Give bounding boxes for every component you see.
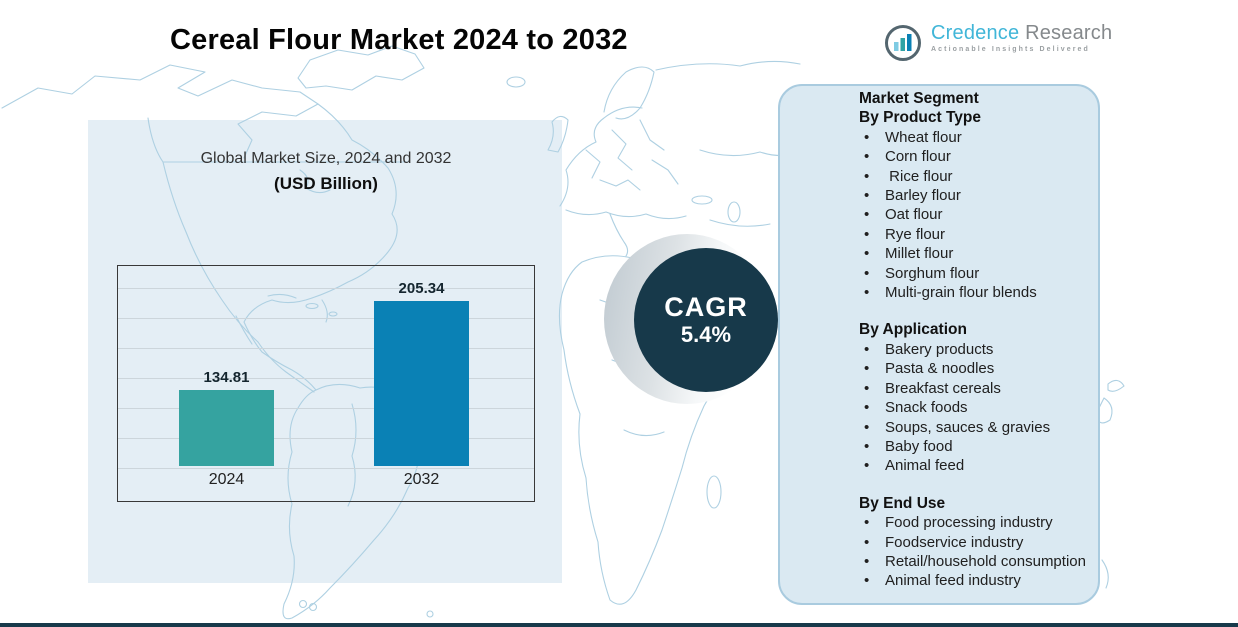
segment-group-heading: By Application [859,321,967,339]
segment-item: Baby food [859,437,1088,457]
bar-2032: 205.34 2032 [374,280,469,488]
market-segment-panel: Market Segment By Product Type Wheat flo… [778,84,1100,605]
segment-item: Animal feed industry [859,571,1088,591]
segment-list-product-type: Wheat flourCorn flour Rice flourBarley f… [859,128,1088,303]
segment-item: Breakfast cereals [859,379,1088,399]
segment-item: Bakery products [859,340,1088,360]
cagr-label: CAGR [664,291,748,322]
segment-group-heading: By End Use [859,494,946,512]
segment-item: Soups, sauces & gravies [859,418,1088,438]
segment-group-heading: By Product Type [859,109,982,127]
segment-item: Snack foods [859,398,1088,418]
credence-research-logo: Credence Research Actionable Insights De… [882,22,1112,64]
bottom-accent-bar [0,623,1238,627]
page-title: Cereal Flour Market 2024 to 2032 [170,24,628,56]
segment-item: Animal feed [859,456,1088,476]
bar-2024-value: 134.81 [203,369,250,386]
segment-group-application: By Application Bakery productsPasta & no… [859,320,1088,476]
segment-item: Sorghum flour [859,264,1088,284]
logo-brand-second: Research [1025,22,1113,44]
bar-2032-rect [374,301,469,466]
logo-brand-first: Credence [931,22,1020,44]
bar-2024-rect [179,390,274,466]
chart-subtitle: Global Market Size, 2024 and 2032 (USD B… [117,150,535,194]
segment-group-end-use: By End Use Food processing industryFoods… [859,494,1088,591]
segment-item: Wheat flour [859,128,1088,148]
segment-item: Oat flour [859,205,1088,225]
segment-item: Rye flour [859,225,1088,245]
segment-item: Barley flour [859,186,1088,206]
bar-2032-value: 205.34 [398,280,445,297]
bar-2024-category: 2024 [208,471,245,488]
segment-list-application: Bakery productsPasta & noodlesBreakfast … [859,340,1088,476]
segment-item: Multi-grain flour blends [859,283,1088,303]
segment-group-product-type: By Product Type Wheat flourCorn flour Ri… [859,108,1088,302]
cagr-circle: CAGR 5.4% [634,248,778,392]
segment-list-end-use: Food processing industryFoodservice indu… [859,513,1088,591]
bar-2024: 134.81 2024 [179,369,274,488]
segment-item: Foodservice industry [859,533,1088,553]
chart-subtitle-line2: (USD Billion) [274,174,378,193]
logo-tagline: Actionable Insights Delivered [931,46,1090,53]
segment-item: Pasta & noodles [859,359,1088,379]
segment-item: Millet flour [859,244,1088,264]
segment-item: Retail/household consumption [859,552,1088,572]
segment-item: Rice flour [859,167,1088,187]
cagr-value: 5.4% [680,321,732,347]
bar-2032-category: 2032 [403,471,440,488]
chart-subtitle-line1: Global Market Size, 2024 and 2032 [200,150,452,167]
bar-chart: 134.81 2024 205.34 2032 [117,265,535,502]
logo-text: Credence Research Actionable Insights De… [931,22,1112,53]
bar-chart-in-circle-icon [885,25,921,61]
panel-title: Market Segment [859,90,979,107]
segment-item: Corn flour [859,147,1088,167]
segment-item: Food processing industry [859,513,1088,533]
